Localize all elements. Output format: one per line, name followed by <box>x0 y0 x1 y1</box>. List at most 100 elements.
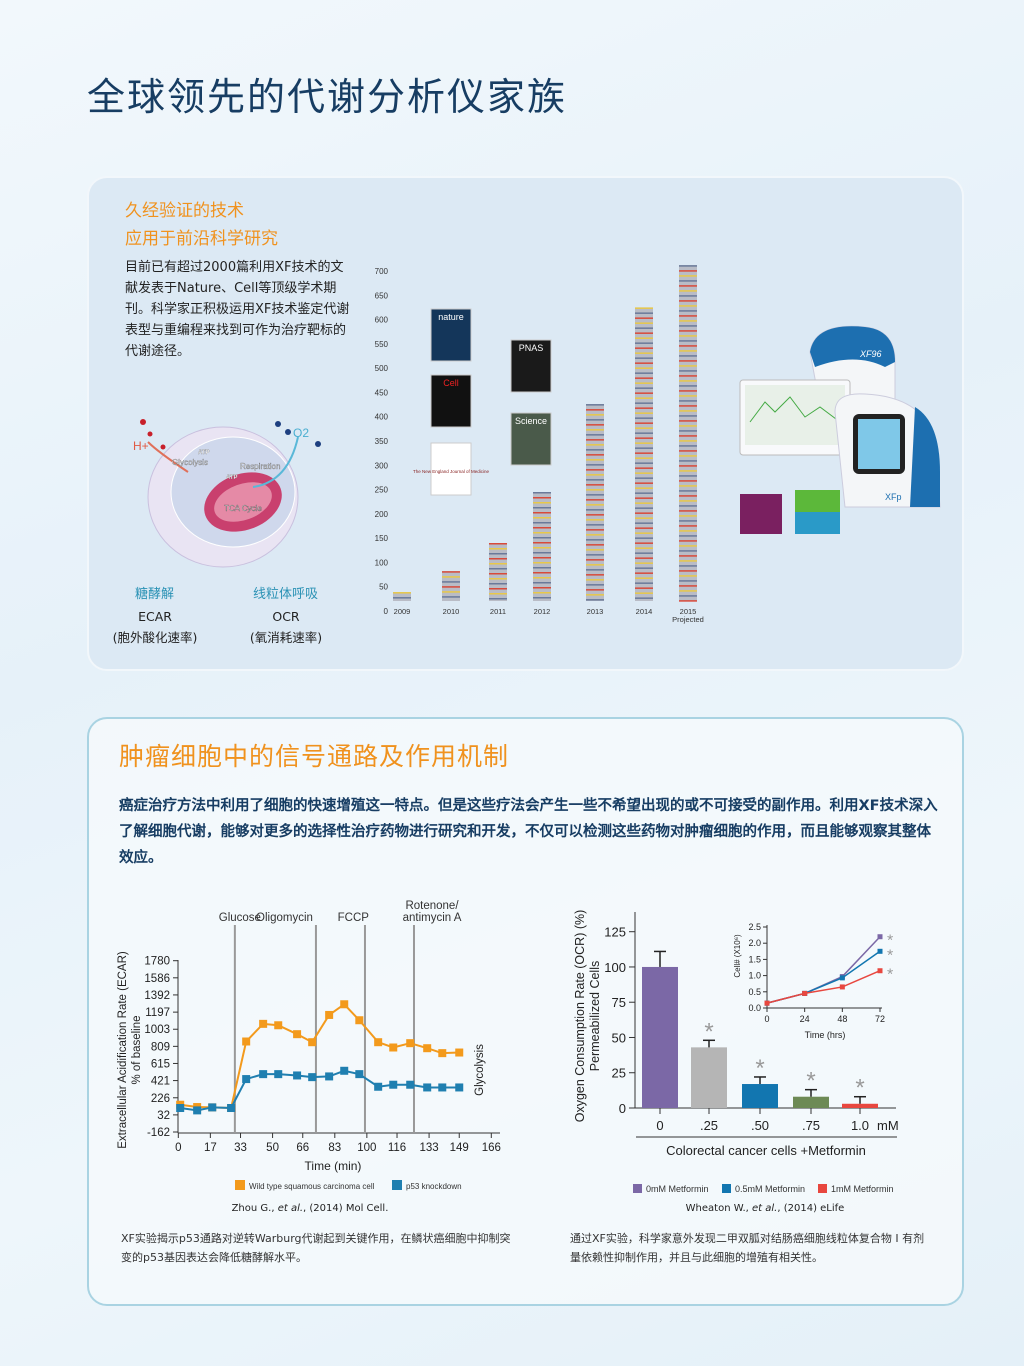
journal-stripe <box>635 362 653 364</box>
journal-stripe <box>635 322 653 324</box>
x-tick-label: 2014 <box>636 607 653 616</box>
journal-cover <box>510 412 552 466</box>
journal-stripe <box>586 504 604 506</box>
legend-label: p53 knockdown <box>406 1182 462 1191</box>
journal-stripe <box>586 529 604 531</box>
unit-label: mM <box>877 1118 899 1133</box>
journal-stripe <box>679 485 697 487</box>
data-point <box>274 1021 283 1030</box>
journal-stripe <box>679 515 697 517</box>
journal-stripe <box>679 360 697 362</box>
journal-stripe <box>586 444 604 446</box>
journal-stripe <box>635 417 653 419</box>
journal-stripe <box>679 275 697 277</box>
journal-stripe <box>635 407 653 409</box>
data-point <box>406 1039 415 1048</box>
journal-stripe <box>442 596 460 598</box>
data-point <box>406 1080 415 1089</box>
journal-stripe <box>635 587 653 589</box>
journal-stripe <box>679 550 697 552</box>
y-tick-label: 650 <box>375 291 389 300</box>
data-point <box>423 1044 432 1053</box>
publication-chart: 0 50 100 150 200 250 300 350 400 450 500 550 600 650 7… <box>375 265 704 624</box>
journal-stripe <box>679 355 697 357</box>
journal-stripe <box>586 589 604 591</box>
y-tick-label: 0 <box>619 1101 626 1116</box>
journal-stripe <box>679 400 697 402</box>
journal-stripe <box>635 497 653 499</box>
injection-label: FCCP <box>338 912 370 924</box>
caption-right: 通过XF实验，科学家意外发现二甲双胍对结肠癌细胞线粒体复合物 I 有剂量依赖性抑… <box>570 1232 925 1264</box>
data-point <box>325 1072 334 1081</box>
journal-stripe <box>533 592 551 594</box>
journal-stripe <box>679 340 697 342</box>
heading-line-1: 久经验证的技术 <box>125 201 244 221</box>
journal-stripe <box>679 435 697 437</box>
journal-stripe <box>679 295 697 297</box>
journal-stripe <box>679 455 697 457</box>
journal-stripe <box>679 420 697 422</box>
data-point <box>208 1103 217 1112</box>
data-point <box>374 1038 383 1047</box>
journal-stripe <box>489 598 507 600</box>
citation-author: Zhou G., <box>231 1203 278 1214</box>
inset-data-point <box>764 1000 770 1006</box>
journal-stripe <box>489 568 507 570</box>
x-tick-label: 50 <box>266 1142 279 1154</box>
journal-stripe <box>586 419 604 421</box>
journal-stripe <box>489 593 507 595</box>
journal-stripe <box>635 427 653 429</box>
journal-stripe <box>586 439 604 441</box>
journal-stripe <box>679 385 697 387</box>
proton-label: H+ <box>133 439 149 453</box>
journal-stripe <box>635 492 653 494</box>
journal-stripe <box>679 470 697 472</box>
y-tick-label: 1586 <box>144 973 170 985</box>
ocr-bar <box>691 1047 727 1108</box>
oxygen-dot <box>315 441 321 447</box>
journal-stripe <box>679 440 697 442</box>
journal-stripe <box>635 312 653 314</box>
journal-cover <box>430 442 472 496</box>
journal-stripe <box>679 570 697 572</box>
journal-cover-title: nature <box>438 312 464 322</box>
x-tick-label: 0 <box>175 1142 181 1154</box>
journal-cover <box>430 374 472 428</box>
inset-data-point <box>839 975 845 981</box>
data-point <box>389 1080 398 1089</box>
journal-stripe <box>635 542 653 544</box>
x-tick-label: 2015 <box>680 607 697 616</box>
journal-stripe <box>586 564 604 566</box>
journal-stripe <box>586 534 604 536</box>
journal-stripe <box>586 479 604 481</box>
legend-swatch <box>722 1184 731 1193</box>
ecar-chart: -162 32 226 421 615 809 1003 1197 1392 1586 1780 0 1… <box>117 900 501 1191</box>
journal-stripe <box>489 578 507 580</box>
xf96-label: XF96 <box>859 349 882 359</box>
data-point <box>293 1071 302 1080</box>
series-line <box>180 1069 460 1112</box>
y-tick-label: 350 <box>375 437 389 446</box>
journal-stripe <box>635 307 653 309</box>
x-tick-label: 166 <box>482 1142 501 1154</box>
data-point <box>438 1049 447 1058</box>
journal-cover-title: The New England Journal of Medicine <box>413 469 490 474</box>
publication-stack <box>489 543 507 601</box>
y-tick-label: 50 <box>612 1030 626 1045</box>
x-tick-label: 2009 <box>394 607 411 616</box>
citation-etal: et al. <box>277 1203 304 1214</box>
journal-stripe <box>635 357 653 359</box>
journal-stripe <box>442 586 460 588</box>
xfp-screen <box>858 419 900 469</box>
journal-stripe <box>679 600 697 602</box>
journal-stripe <box>533 577 551 579</box>
journal-stripe <box>635 537 653 539</box>
journal-stripe <box>442 591 460 593</box>
journal-stripe <box>679 350 697 352</box>
significance-asterisk: * <box>855 1075 864 1102</box>
x-tick-label: 116 <box>388 1142 406 1154</box>
journal-stripe <box>635 392 653 394</box>
journal-stripe <box>635 442 653 444</box>
data-point <box>374 1082 383 1091</box>
journal-stripe <box>679 555 697 557</box>
